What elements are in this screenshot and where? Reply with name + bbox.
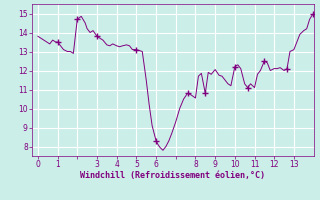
X-axis label: Windchill (Refroidissement éolien,°C): Windchill (Refroidissement éolien,°C) (80, 171, 265, 180)
